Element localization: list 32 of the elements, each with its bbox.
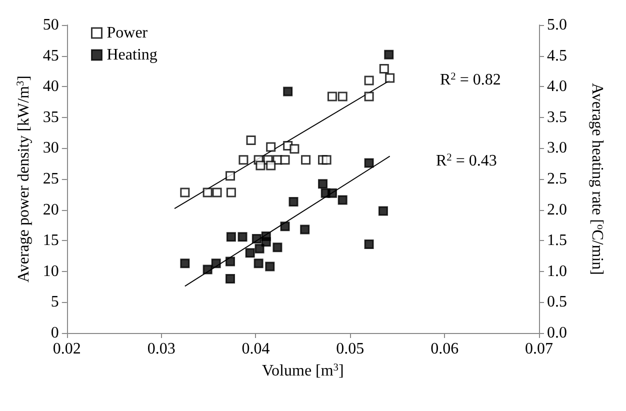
y-tick-label: 35 [42, 108, 59, 126]
y-tick-label: 50 [42, 16, 59, 34]
legend-label: Heating [106, 46, 158, 64]
x-tick-label: 0.06 [430, 340, 459, 358]
x-tick-label: 0.05 [336, 340, 364, 358]
y2-tick-label: 2.0 [547, 201, 567, 218]
y-tick-label: 25 [42, 170, 59, 188]
y2-tick-label: 3.5 [547, 108, 567, 126]
y-tick-label: 45 [42, 47, 59, 64]
y2-tick-label: 2.5 [547, 170, 567, 188]
y2-tick-label: 5.0 [547, 16, 567, 34]
x-tick-label: 0.07 [525, 340, 553, 358]
y2-tick-label: 4.0 [547, 78, 567, 96]
y-tick-label: 40 [42, 78, 59, 96]
y-tick-label: 0 [50, 324, 59, 342]
legend-label: Power [106, 24, 148, 42]
y2-tick-label: 3.0 [547, 140, 567, 157]
y-tick-label: 10 [42, 262, 59, 280]
x-tick-label: 0.03 [147, 340, 176, 358]
y2-tick-label: 0.0 [547, 324, 567, 342]
y-axis-title: Average power density [kW/m3] [16, 75, 32, 283]
y2-tick-label: 1.5 [547, 232, 567, 250]
x-tick-label: 0.02 [52, 340, 81, 358]
y-tick-label: 20 [42, 201, 59, 218]
x-tick-label: 0.04 [242, 340, 270, 358]
y-tick-label: 5 [50, 294, 59, 311]
y2-tick-label: 4.5 [547, 47, 567, 64]
y2-tick-label: 0.5 [547, 294, 567, 311]
y-tick-label: 30 [42, 140, 59, 157]
y2-axis-title: Average heating rate [oC/min] [588, 83, 606, 275]
y2-tick-label: 1.0 [547, 262, 567, 280]
y-tick-label: 15 [42, 232, 59, 250]
